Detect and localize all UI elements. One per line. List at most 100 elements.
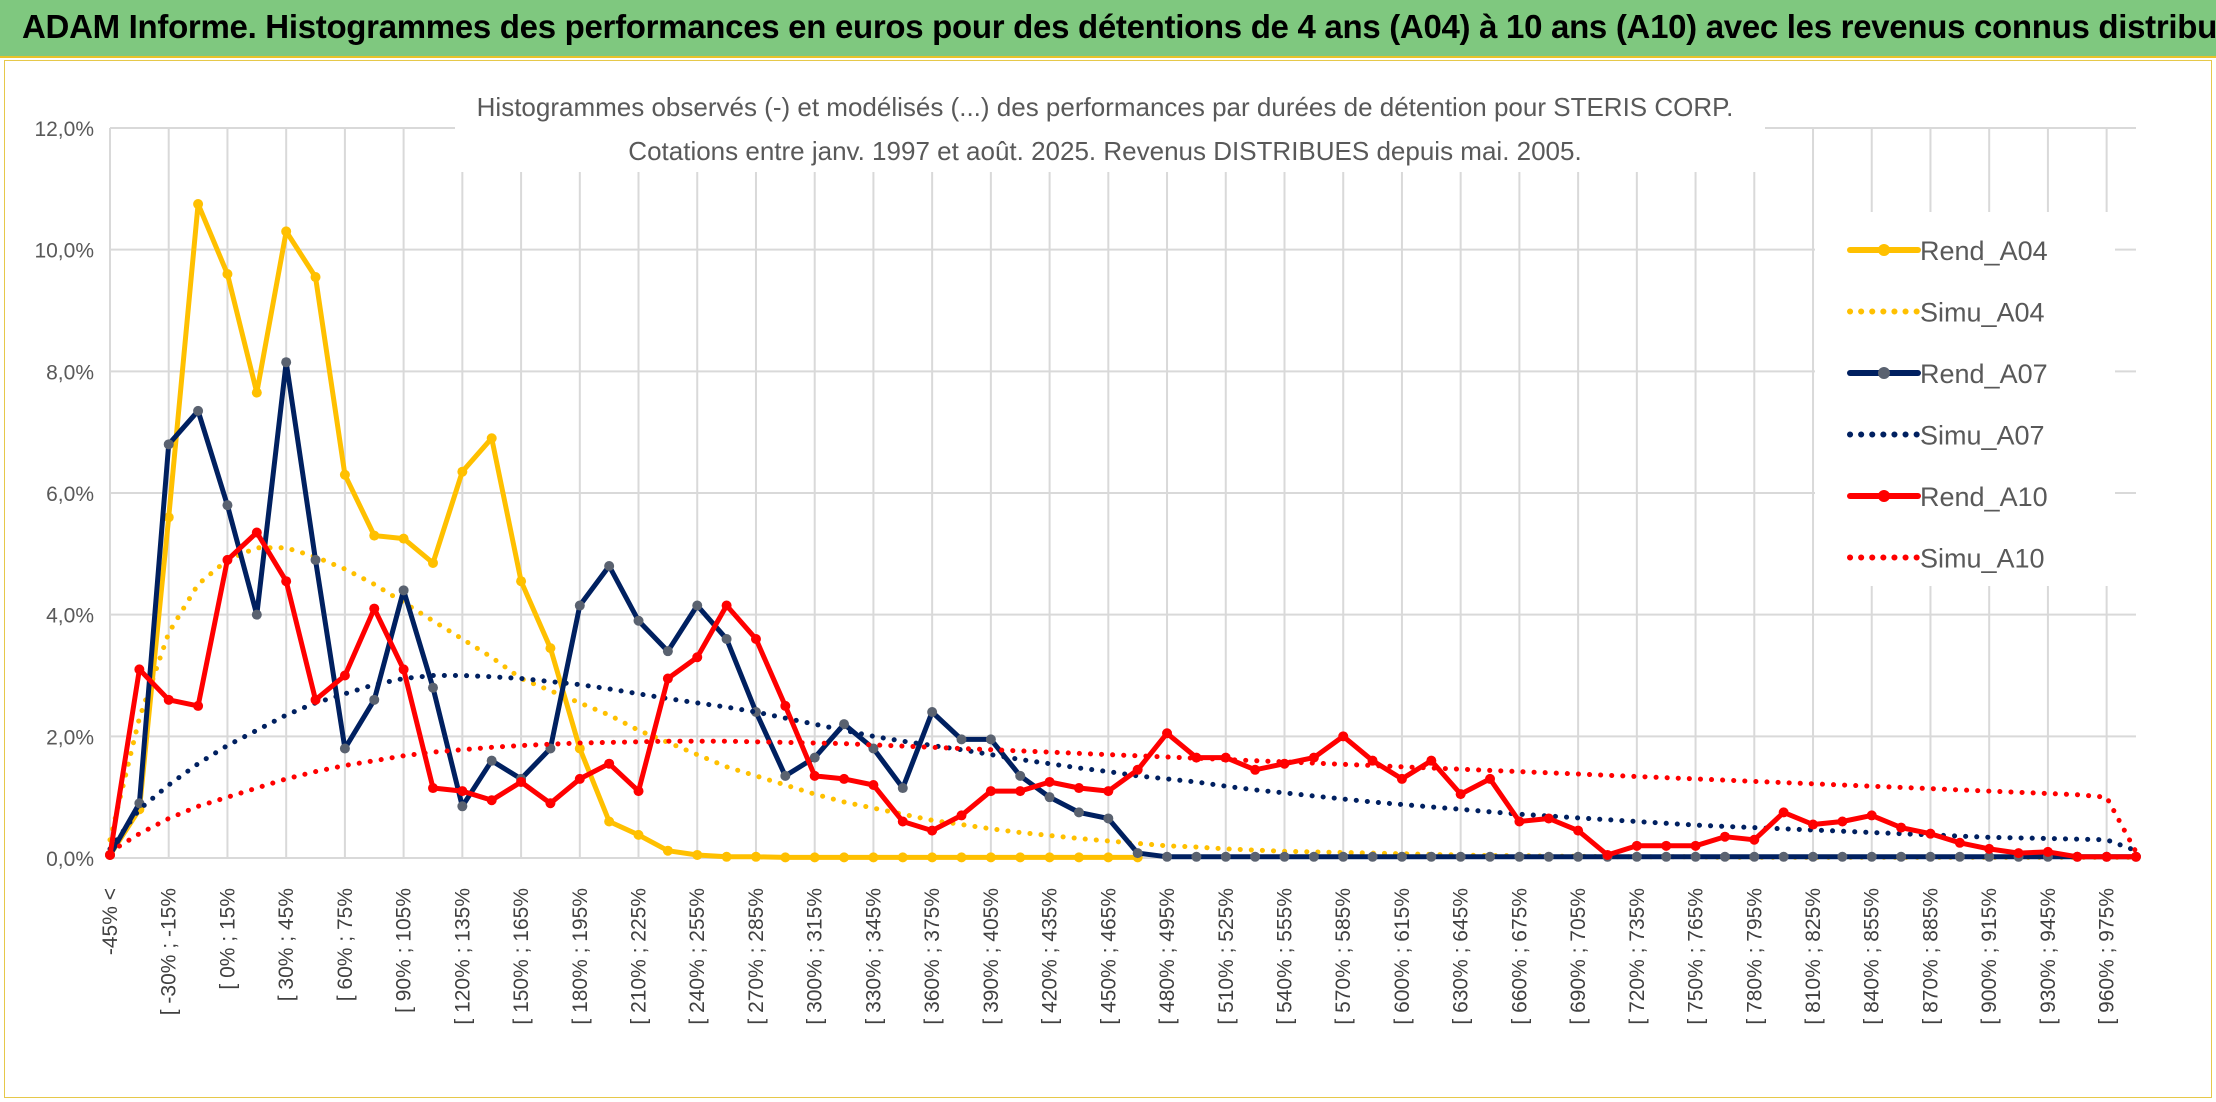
data-point [1044, 792, 1055, 803]
data-point [1954, 851, 1965, 862]
data-point [398, 533, 409, 544]
data-point [809, 752, 820, 763]
data-point [927, 825, 938, 836]
data-point [1103, 852, 1114, 863]
data-point [193, 199, 204, 210]
header-banner: ADAM Informe. Histogrammes des performan… [0, 0, 2216, 58]
x-tick-label: [ 300% ; 315% [804, 888, 827, 1025]
data-point [1162, 728, 1173, 739]
x-tick-label: [ 600% ; 615% [1391, 888, 1414, 1025]
legend: Rend_A04 Simu_A04 Rend_A07 Simu_A07 Rend_A10… [1847, 236, 2048, 574]
data-point [692, 652, 703, 663]
data-point [1308, 752, 1319, 763]
x-tick-label: [ 960% ; 975% [2096, 888, 2119, 1025]
data-point [1073, 852, 1084, 863]
data-point [163, 439, 174, 450]
x-tick-label: [ 510% ; 525% [1215, 888, 1238, 1025]
data-point [1514, 851, 1525, 862]
x-tick-label: [ 330% ; 345% [862, 888, 885, 1025]
legend-label: Rend_A10 [1920, 482, 2048, 512]
data-point [1191, 851, 1202, 862]
x-tick-label: [ 840% ; 855% [1861, 888, 1884, 1025]
data-point [1690, 851, 1701, 862]
data-point [222, 554, 233, 565]
data-point [1573, 825, 1584, 836]
x-tick-label: [ 870% ; 885% [1919, 888, 1942, 1025]
data-point [193, 405, 204, 416]
y-axis-ticks: 0,0% 2,0% 4,0% 6,0% 8,0% 10,0% 12,0% [34, 118, 94, 871]
data-point [1073, 783, 1084, 794]
series-line-rend-a10 [107, 530, 2139, 860]
data-point [516, 776, 527, 787]
x-tick-label: [ 240% ; 255% [686, 888, 709, 1025]
chart-title: Histogrammes observés (-) et modélisés (… [477, 92, 1734, 122]
x-tick-label: [ -30% ; -15% [158, 888, 181, 1015]
data-point [339, 743, 350, 754]
data-point [369, 603, 380, 614]
y-tick-label: 6,0% [46, 483, 94, 506]
data-point [1719, 851, 1730, 862]
x-tick-label: [ 420% ; 435% [1039, 888, 1062, 1025]
data-point [1808, 851, 1819, 862]
data-point [1455, 851, 1466, 862]
data-point [721, 600, 732, 611]
data-point [1162, 851, 1173, 862]
data-point [486, 795, 497, 806]
data-point [1896, 822, 1907, 833]
series-line-simu-a04 [107, 545, 2139, 860]
data-point [1778, 851, 1789, 862]
data-point [486, 433, 497, 444]
data-point [897, 852, 908, 863]
legend-label: Simu_A04 [1920, 298, 2045, 328]
x-tick-label: [ 660% ; 675% [1508, 888, 1531, 1025]
data-point [897, 816, 908, 827]
data-point [721, 851, 732, 862]
data-point [1984, 851, 1995, 862]
x-tick-label: [ 90% ; 105% [393, 888, 416, 1013]
data-point [1103, 813, 1114, 824]
data-point [1367, 851, 1378, 862]
data-point [310, 272, 321, 283]
data-point [457, 786, 468, 797]
series-line-simu-a10 [107, 738, 2139, 855]
data-point [427, 682, 438, 693]
data-point [1631, 840, 1642, 851]
data-point [1455, 789, 1466, 800]
data-point [281, 226, 292, 237]
data-point [692, 849, 703, 860]
data-point [721, 634, 732, 644]
data-point [985, 852, 996, 863]
x-tick-label: [ 270% ; 285% [745, 888, 768, 1025]
x-tick-label: [ 120% ; 135% [451, 888, 474, 1025]
data-point [839, 719, 850, 730]
data-point [1896, 851, 1907, 862]
data-point [574, 600, 585, 611]
x-tick-label: [ 780% ; 795% [1743, 888, 1766, 1025]
legend-label: Rend_A07 [1920, 359, 2048, 389]
data-point [222, 269, 233, 279]
x-tick-label: [ 360% ; 375% [921, 888, 944, 1025]
data-point [2131, 851, 2141, 862]
x-tick-label: [ 900% ; 915% [1978, 888, 2001, 1025]
data-point [310, 694, 321, 705]
x-tick-label: [ 810% ; 825% [1802, 888, 1825, 1025]
data-point [1661, 851, 1672, 862]
x-tick-label: [ 180% ; 195% [569, 888, 592, 1025]
data-point [780, 852, 791, 863]
data-point [281, 576, 292, 587]
x-tick-label: -45% < [99, 888, 122, 955]
data-point [1543, 813, 1554, 824]
data-point [1015, 852, 1026, 863]
data-point [1602, 849, 1613, 860]
data-point [1015, 770, 1026, 781]
data-point [1631, 851, 1642, 862]
data-point [1866, 851, 1877, 862]
data-point [1690, 840, 1701, 851]
data-point [1250, 764, 1261, 775]
series-line-simu-a07 [107, 673, 2139, 854]
x-tick-label: [ 450% ; 465% [1097, 888, 1120, 1025]
data-point [1485, 773, 1496, 784]
data-point [956, 810, 967, 821]
data-point [1837, 851, 1848, 862]
data-point [780, 770, 791, 781]
